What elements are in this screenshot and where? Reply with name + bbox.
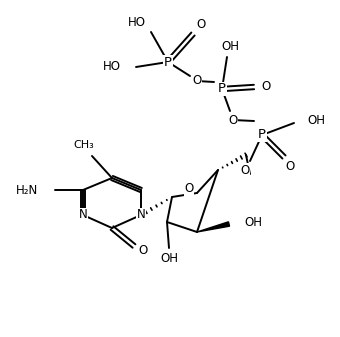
Text: OH: OH <box>244 216 262 229</box>
Text: CH₃: CH₃ <box>74 140 95 150</box>
Text: O: O <box>261 81 271 93</box>
Text: O: O <box>228 114 238 126</box>
Text: HO: HO <box>103 61 121 73</box>
Polygon shape <box>197 222 230 232</box>
Text: HO: HO <box>128 16 146 29</box>
Text: N: N <box>79 209 87 221</box>
Text: P: P <box>258 128 266 142</box>
Text: P: P <box>218 83 226 95</box>
Text: O: O <box>192 74 202 88</box>
Text: O: O <box>197 19 206 31</box>
Text: N: N <box>137 209 146 221</box>
Text: H₂N: H₂N <box>16 184 38 196</box>
Text: P: P <box>164 56 172 68</box>
Text: O: O <box>184 183 193 195</box>
Text: O: O <box>240 163 250 177</box>
Text: O: O <box>138 244 148 256</box>
Text: O: O <box>285 160 295 174</box>
Text: OH: OH <box>221 39 239 53</box>
Text: OH: OH <box>307 114 325 126</box>
Text: OH: OH <box>160 252 178 266</box>
